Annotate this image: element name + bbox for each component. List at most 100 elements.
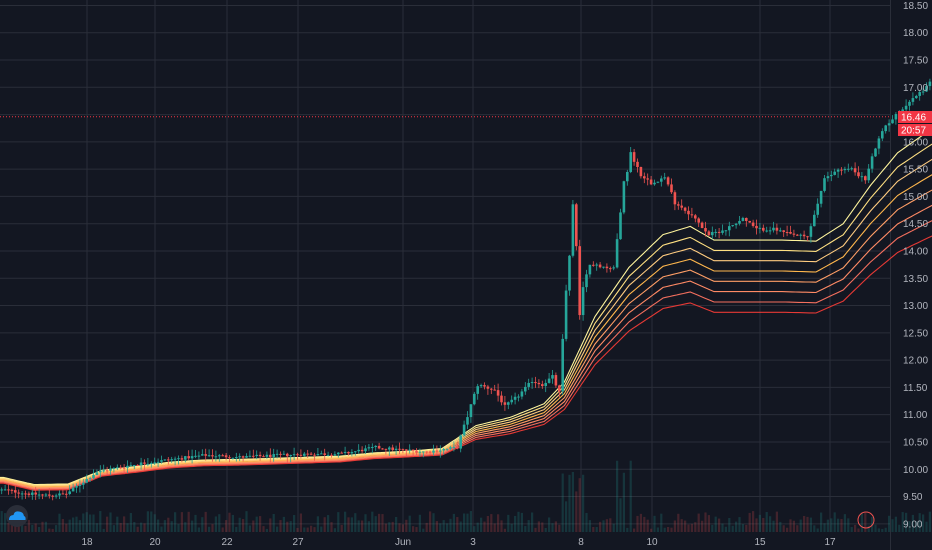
candle-body xyxy=(857,172,860,177)
volume-bar xyxy=(333,528,336,532)
volume-bar xyxy=(293,515,296,532)
candle-body xyxy=(17,492,20,494)
candle-body xyxy=(10,489,14,491)
volume-bar xyxy=(51,528,54,532)
volume-bar xyxy=(888,515,891,532)
candle-body xyxy=(860,176,864,178)
candle-body xyxy=(129,465,133,467)
tradingview-cloud-icon[interactable] xyxy=(6,505,28,527)
candle-body xyxy=(316,454,320,456)
candle-body xyxy=(326,454,330,456)
candle-body xyxy=(714,231,717,233)
volume-bar xyxy=(507,514,510,532)
y-tick-label: 11.00 xyxy=(903,410,928,421)
volume-bar xyxy=(752,511,755,532)
candle-body xyxy=(663,177,666,179)
candle-body xyxy=(785,231,789,233)
volume-bar xyxy=(320,526,323,532)
y-tick-label: 10.00 xyxy=(903,465,928,476)
candle-body xyxy=(500,395,503,403)
candle-body xyxy=(442,449,445,451)
volume-bar xyxy=(840,518,843,532)
volume-bar xyxy=(571,472,574,532)
volume-bar xyxy=(85,512,88,532)
volume-bar xyxy=(347,517,350,532)
candle-body xyxy=(615,239,619,268)
volume-bar xyxy=(656,527,659,532)
candle-body xyxy=(248,455,252,457)
volume-bar xyxy=(38,527,41,532)
volume-bar xyxy=(27,519,30,532)
candle-body xyxy=(282,453,286,455)
candle-body xyxy=(184,456,187,460)
candle-body xyxy=(904,105,908,110)
volume-bar xyxy=(378,513,381,532)
volume-bar xyxy=(561,473,564,532)
candle-body xyxy=(680,205,683,208)
volume-bar xyxy=(10,524,13,532)
volume-bar xyxy=(701,520,704,532)
volume-bar xyxy=(755,518,758,532)
candle-body xyxy=(643,176,646,179)
volume-bar xyxy=(116,516,119,532)
volume-bar xyxy=(429,511,432,532)
candle-body xyxy=(547,378,551,383)
candle-body xyxy=(639,166,643,177)
candle-body xyxy=(333,454,337,456)
volume-bar xyxy=(874,524,877,532)
candle-body xyxy=(136,464,139,466)
volume-bar xyxy=(673,520,676,532)
volume-bar xyxy=(119,523,122,532)
volume-bar xyxy=(667,527,670,532)
volume-bar xyxy=(55,525,58,532)
candle-body xyxy=(92,475,95,479)
last-price-badge: 16.46 20:57 xyxy=(898,111,932,137)
candle-body xyxy=(214,456,218,458)
candle-body xyxy=(401,449,405,451)
volume-bar xyxy=(864,512,867,532)
candle-body xyxy=(143,462,146,464)
volume-bar xyxy=(894,516,897,532)
candle-body xyxy=(911,98,915,102)
candle-body xyxy=(133,464,136,466)
logo-cloud xyxy=(9,511,26,520)
volume-bar xyxy=(928,511,931,532)
candle-body xyxy=(809,226,813,237)
volume-bar xyxy=(225,520,228,532)
y-tick-label: 9.50 xyxy=(903,492,923,503)
candle-body xyxy=(928,81,932,87)
volume-bar xyxy=(170,521,173,532)
volume-bar xyxy=(388,522,391,532)
candle-body xyxy=(758,227,762,229)
candle-body xyxy=(384,448,388,450)
volume-bar xyxy=(867,525,870,532)
volume-bar xyxy=(697,513,700,532)
volume-bar xyxy=(680,519,683,532)
y-tick-label: 10.50 xyxy=(903,437,928,448)
volume-bar xyxy=(741,524,744,532)
candle-body xyxy=(877,138,881,149)
volume-bar xyxy=(476,522,479,532)
volume-bar xyxy=(714,516,717,532)
volume-bar xyxy=(520,512,523,532)
candle-body xyxy=(700,222,704,229)
earnings-marker[interactable] xyxy=(857,511,875,529)
candle-body xyxy=(796,234,799,236)
y-tick-label: 16.00 xyxy=(903,137,928,148)
candle-body xyxy=(306,453,309,455)
candle-body xyxy=(31,492,34,495)
candle-body xyxy=(462,424,466,436)
y-axis[interactable]: 9.00 9.50 10.00 10.50 11.00 11.50 12.00 12.50 13… xyxy=(903,1,928,530)
x-axis[interactable]: 18 20 22 27 Jun 3 8 10 15 17 xyxy=(81,537,836,548)
candle-body xyxy=(867,168,870,181)
volume-bar xyxy=(758,514,761,532)
candle-body xyxy=(313,454,316,456)
volume-bar xyxy=(391,521,394,532)
candle-body xyxy=(435,450,439,452)
volume-bar xyxy=(765,512,768,532)
x-tick-label: 27 xyxy=(292,537,304,548)
volume-bar xyxy=(884,527,887,532)
candle-body xyxy=(116,467,119,469)
candle-body xyxy=(296,454,299,456)
